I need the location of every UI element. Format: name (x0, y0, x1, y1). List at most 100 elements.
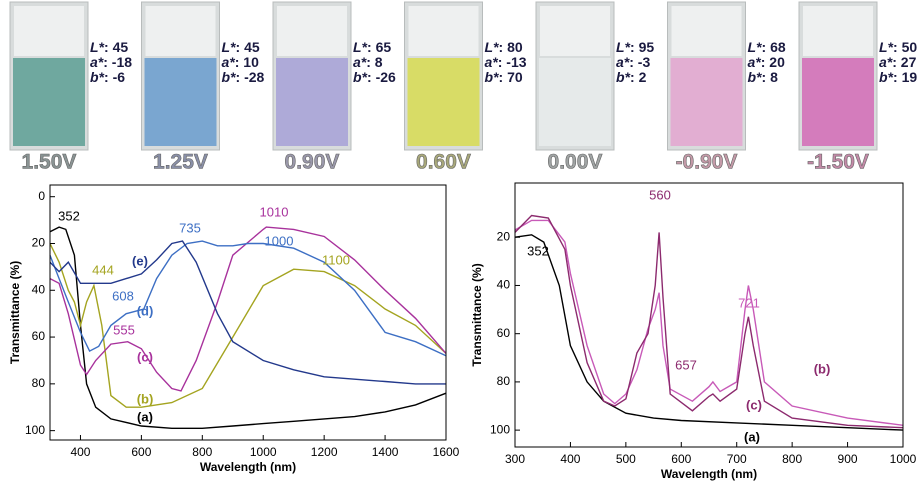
lab-value: L*: 45 (90, 39, 128, 55)
vial-top (671, 6, 742, 56)
lab-value: b*: -26 (353, 69, 396, 85)
lab-key: L* (353, 39, 368, 55)
annotation: 657 (675, 357, 697, 372)
annotation: 444 (92, 262, 114, 277)
y-tick-label: 60 (32, 329, 46, 343)
series-line (514, 234, 904, 431)
vial-top (540, 6, 610, 56)
series-line (49, 240, 446, 385)
annotation: 721 (738, 295, 760, 310)
lab-key: L* (485, 39, 500, 55)
lab-sep: : (499, 39, 504, 55)
voltage-label: 1.50V (22, 151, 77, 174)
lab-sep: : (366, 54, 371, 70)
annotation: (b) (137, 391, 154, 406)
lab-sep: : (235, 54, 240, 70)
x-axis-title: Wavelength (nm) (200, 460, 296, 474)
vial-solution (802, 58, 874, 146)
annotation: 1100 (322, 252, 350, 267)
lab-value: b*: 19 (879, 69, 917, 85)
lab-sep: : (892, 54, 897, 70)
lab-value: L*: 65 (353, 39, 391, 55)
x-tick-label: 400 (560, 452, 580, 466)
annotation: (d) (137, 303, 154, 318)
lab-number: 20 (769, 54, 785, 70)
lab-number: 8 (770, 69, 778, 85)
vial-solution (144, 58, 217, 146)
lab-number: -26 (376, 69, 396, 85)
lab-sep: : (630, 39, 635, 55)
x-tick-label: 900 (838, 452, 858, 466)
x-tick-label: 600 (671, 452, 691, 466)
lab-number: 45 (244, 39, 260, 55)
lab-number: 65 (376, 39, 392, 55)
lab-key: b* (90, 69, 105, 85)
lab-key: a* (748, 54, 762, 70)
x-tick-label: 800 (192, 445, 212, 459)
vial-top (408, 6, 479, 56)
annotation: (b) (814, 361, 831, 376)
y-tick-label: 100 (490, 422, 510, 436)
y-axis-title: Transmittance (%) (8, 261, 22, 364)
vial-top (277, 6, 347, 56)
series-line (514, 214, 904, 429)
y-tick-label: 80 (497, 374, 511, 388)
lab-sep: : (367, 69, 372, 85)
lab-key: a* (879, 54, 893, 70)
y-tick-label: 20 (32, 236, 46, 250)
x-tick-label: 1000 (890, 452, 917, 466)
lab-sep: : (762, 69, 767, 85)
vial-top (803, 6, 873, 56)
lab-value: L*: 45 (222, 39, 260, 55)
voltage-label: 0.60V (416, 151, 471, 174)
lab-sep: : (104, 39, 109, 55)
lab-sep: : (761, 54, 766, 70)
vial-solution (407, 58, 480, 146)
annotation: 555 (113, 322, 135, 337)
lab-number: 68 (770, 39, 786, 55)
lab-number: 45 (113, 39, 129, 55)
lab-number: -3 (638, 54, 651, 70)
x-tick-label: 700 (727, 452, 747, 466)
lab-number: 8 (375, 54, 383, 70)
lab-value: L*: 68 (748, 39, 786, 55)
lab-value: L*: 95 (616, 39, 654, 55)
voltage-label: 0.00V (548, 151, 603, 174)
lab-value: a*: -3 (616, 54, 650, 70)
voltage-label: -1.50V (807, 151, 869, 174)
vial-top (14, 6, 84, 56)
annotation: 560 (649, 187, 671, 202)
lab-sep: : (499, 69, 504, 85)
lab-key: L* (748, 39, 763, 55)
voltage-label: 0.90V (285, 151, 340, 174)
lab-sep: : (236, 69, 241, 85)
lab-value: a*: -18 (90, 54, 132, 70)
x-tick-label: 400 (70, 445, 90, 459)
lab-number: 27 (901, 54, 917, 70)
y-tick-label: 20 (497, 229, 511, 243)
annotation: (c) (746, 397, 762, 412)
lab-key: L* (879, 39, 894, 55)
series-line (49, 226, 447, 392)
lab-value: a*: 27 (879, 54, 917, 70)
lab-key: b* (485, 69, 500, 85)
lab-sep: : (762, 39, 767, 55)
x-tick-label: 1000 (250, 445, 277, 459)
lab-value: L*: 50 (879, 39, 917, 55)
lab-sep: : (893, 69, 898, 85)
lab-number: 80 (507, 39, 523, 55)
lab-number: 19 (902, 69, 918, 85)
plot-frame (514, 182, 904, 448)
vial-solution (670, 58, 743, 146)
annotation: 1010 (260, 204, 289, 219)
lab-key: b* (222, 69, 237, 85)
lab-sep: : (893, 39, 898, 55)
lab-key: L* (90, 39, 105, 55)
x-tick-label: 1200 (311, 445, 338, 459)
lab-value: L*: 80 (485, 39, 523, 55)
annotation: 735 (179, 220, 201, 235)
lab-value: b*: 8 (748, 69, 779, 85)
lab-value: a*: 20 (748, 54, 786, 70)
lab-key: L* (616, 39, 631, 55)
